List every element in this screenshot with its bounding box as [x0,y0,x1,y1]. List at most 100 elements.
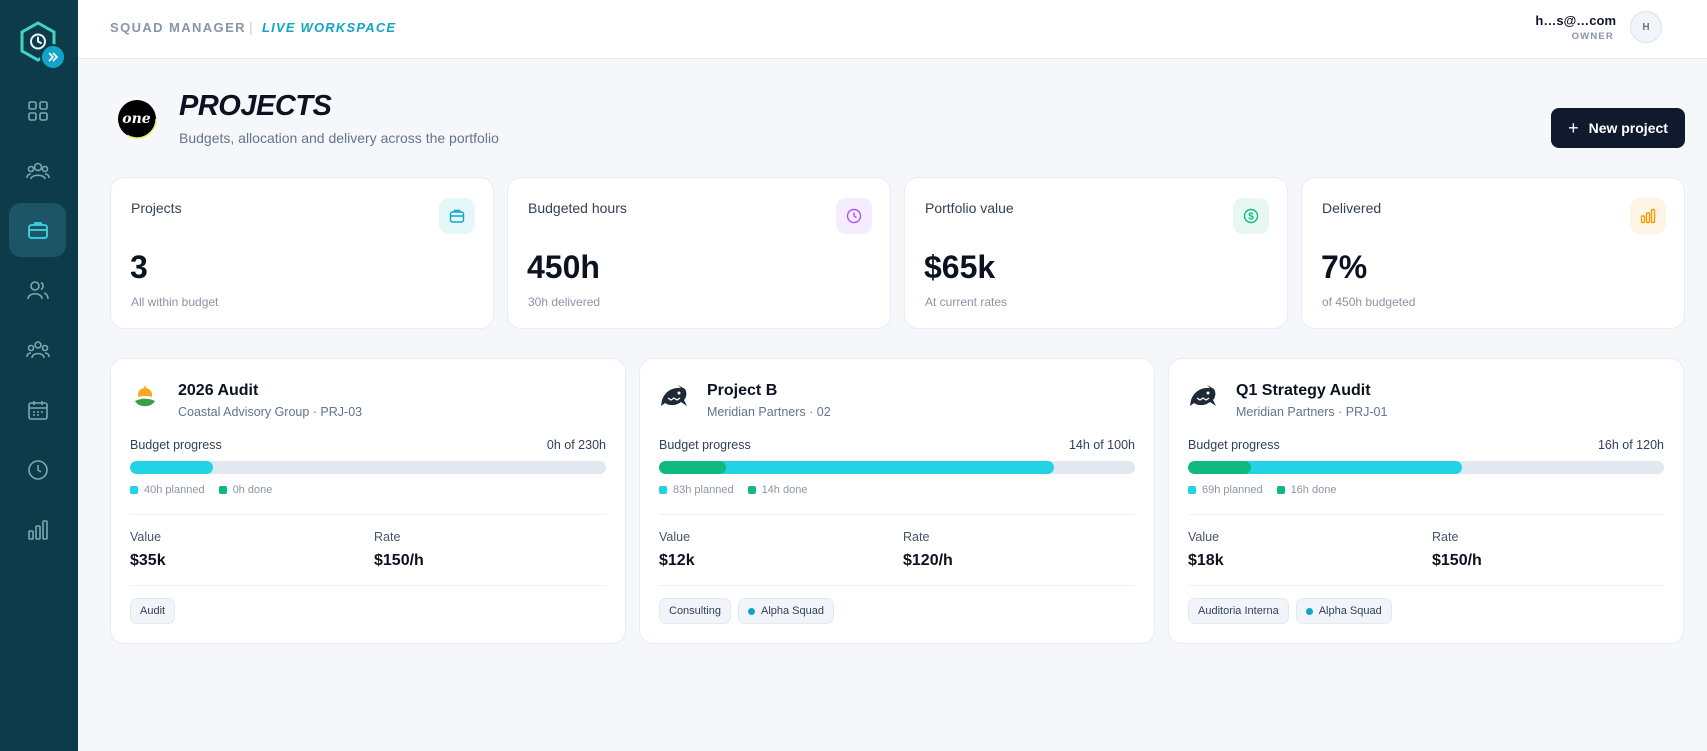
shark-logo-icon [1187,381,1219,413]
divider [1188,585,1664,586]
project-name[interactable]: Project B [707,382,778,399]
legend-planned: 83h planned [659,484,734,496]
project-tags: Consulting Alpha Squad [659,598,834,624]
sidebar-item-projects[interactable] [9,203,66,257]
budget-progress-value: 14h of 100h [1068,438,1135,452]
org-logo-text: one [122,111,151,127]
budget-progress-label: Budget progress [130,438,222,452]
tag[interactable]: Consulting [659,598,731,624]
sidebar [0,0,78,751]
user-email: h…s@…com [1535,13,1616,28]
new-project-button[interactable]: + New project [1551,108,1685,148]
sidebar-item-calendar[interactable] [9,383,66,437]
value-label: Value [659,530,691,544]
project-value: $12k [659,552,695,569]
project-value: $18k [1188,552,1224,569]
project-client: Meridian Partners · 02 [707,405,831,419]
project-tags: Auditoria Interna Alpha Squad [1188,598,1392,624]
topbar: SQUAD MANAGER | LIVE WORKSPACE h…s@…com … [78,0,1707,59]
stat-card-portfolio-value: Portfolio value $ $65k At current rates [904,177,1288,329]
stat-card-delivered: Delivered 7% of 450h budgeted [1301,177,1685,329]
divider [1188,514,1664,515]
squad-dot-icon [1305,607,1313,615]
tag[interactable]: Auditoria Interna [1188,598,1289,624]
brand-name: SQUAD MANAGER [110,20,246,35]
budget-progress-bar [1188,461,1664,474]
bar-chart-icon [1630,198,1666,234]
project-card[interactable]: Q1 Strategy Audit Meridian Partners · PR… [1168,358,1684,644]
budget-progress-bar [659,461,1135,474]
planned-fill [659,461,1055,474]
stat-label: Budgeted hours [528,200,627,216]
page-title: PROJECTS [179,90,332,122]
app-logo-icon[interactable] [18,20,58,64]
project-client: Coastal Advisory Group · PRJ-03 [178,405,363,419]
user-role: OWNER [1571,31,1614,42]
done-fill [659,461,726,474]
avatar[interactable]: H [1630,11,1662,43]
svg-text:$: $ [1248,212,1254,223]
dollar-icon: $ [1233,198,1269,234]
planned-fill [130,461,213,474]
done-fill [1188,461,1252,474]
sidebar-item-dashboard[interactable] [9,84,66,138]
stat-note: At current rates [925,295,1008,309]
project-rate: $150/h [1432,552,1482,569]
dashboard-grid-icon [27,101,48,121]
divider [659,585,1135,586]
rate-label: Rate [903,530,930,544]
progress-legend: 69h planned 16h done [1188,484,1336,496]
project-name[interactable]: 2026 Audit [178,382,259,399]
sidebar-item-squads[interactable] [9,323,66,377]
legend-planned: 69h planned [1188,484,1263,496]
rate-label: Rate [374,530,401,544]
stat-note: of 450h budgeted [1322,295,1416,309]
legend-done: 14h done [747,484,807,496]
budget-progress-label: Budget progress [659,438,751,452]
stat-card-budgeted-hours: Budgeted hours 450h 30h delivered [507,177,891,329]
rate-label: Rate [1432,530,1459,544]
sidebar-item-reports[interactable] [9,503,66,557]
legend-done: 0h done [218,484,272,496]
plus-icon: + [1568,117,1579,138]
legend-planned: 40h planned [130,484,205,496]
value-label: Value [1188,530,1220,544]
stat-value: 7% [1321,249,1368,285]
stat-value: 3 [130,249,148,285]
clock-icon [836,198,872,234]
squad-tag[interactable]: Alpha Squad [737,598,834,624]
squad-tag[interactable]: Alpha Squad [1295,598,1392,624]
sidebar-item-team[interactable] [9,144,66,198]
chevrons-right-icon [48,52,59,62]
squads-icon [25,341,50,359]
stat-value: $65k [924,249,996,285]
sidebar-expand-button[interactable] [40,44,66,70]
squad-dot-icon [747,607,755,615]
organization-logo: one [110,98,163,140]
project-rate: $150/h [374,552,424,569]
budget-progress-value: 16h of 120h [1597,438,1664,452]
sidebar-item-people[interactable] [9,263,66,317]
budget-progress-label: Budget progress [1188,438,1280,452]
project-card[interactable]: Project B Meridian Partners · 02 Budget … [639,358,1155,644]
stat-label: Delivered [1322,200,1382,216]
workspace-label: LIVE WORKSPACE [262,20,397,35]
divider [130,585,606,586]
project-rate: $120/h [903,552,953,569]
planned-fill [1188,461,1462,474]
divider [659,514,1135,515]
divider [130,514,606,515]
sidebar-item-time[interactable] [9,443,66,497]
progress-legend: 83h planned 14h done [659,484,807,496]
project-name[interactable]: Q1 Strategy Audit [1236,382,1371,399]
stat-value: 450h [527,249,600,285]
page-subtitle: Budgets, allocation and delivery across … [179,130,499,146]
value-label: Value [130,530,162,544]
stat-note: 30h delivered [528,295,601,309]
tag[interactable]: Audit [130,598,176,624]
team-icon [25,162,50,180]
stat-label: Portfolio value [925,200,1014,216]
project-card[interactable]: 2026 Audit Coastal Advisory Group · PRJ-… [110,358,626,644]
progress-legend: 40h planned 0h done [130,484,272,496]
briefcase-icon [439,198,475,234]
